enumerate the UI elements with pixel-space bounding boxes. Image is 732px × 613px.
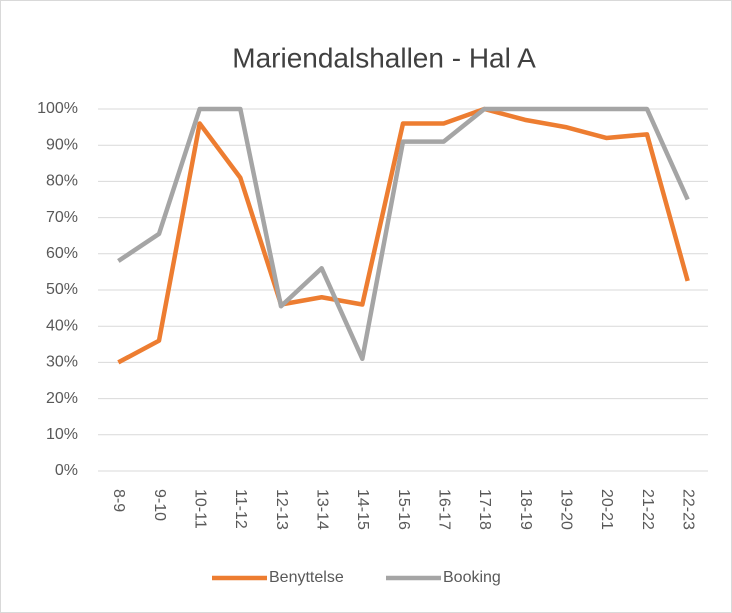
x-tick-label: 12-13: [273, 489, 290, 530]
x-tick-label: 8-9: [110, 489, 127, 512]
x-tick-label: 22-23: [679, 489, 696, 530]
chart-title: Mariendalshallen - Hal A: [232, 42, 536, 73]
x-tick-label: 15-16: [395, 489, 412, 530]
x-tick-label: 16-17: [435, 489, 452, 530]
y-tick-label: 60%: [46, 245, 78, 262]
y-tick-label: 10%: [46, 426, 78, 443]
y-tick-label: 30%: [46, 354, 78, 371]
x-tick-label: 13-14: [313, 489, 330, 530]
y-tick-label: 50%: [46, 281, 78, 298]
x-tick-label: 17-18: [476, 489, 493, 530]
x-tick-label: 9-10: [151, 489, 168, 521]
x-tick-label: 20-21: [598, 489, 615, 530]
legend-label: Booking: [443, 569, 501, 586]
legend-label: Benyttelse: [269, 569, 344, 586]
y-tick-label: 20%: [46, 390, 78, 407]
data-line: [117, 106, 690, 362]
y-tick-label: 80%: [46, 173, 78, 190]
y-tick-label: 100%: [37, 100, 78, 117]
y-tick-label: 70%: [46, 209, 78, 226]
y-tick-label: 90%: [46, 136, 78, 153]
x-tick-label: 18-19: [517, 489, 534, 530]
y-tick-label: 0%: [55, 462, 78, 479]
x-tick-label: 19-20: [557, 489, 574, 530]
x-tick-label: 21-22: [639, 489, 656, 530]
x-tick-label: 11-12: [232, 489, 249, 529]
x-tick-label: 14-15: [354, 489, 371, 530]
x-tick-label: 10-11: [191, 489, 208, 529]
y-tick-label: 40%: [46, 317, 78, 334]
data-line: [117, 106, 690, 365]
